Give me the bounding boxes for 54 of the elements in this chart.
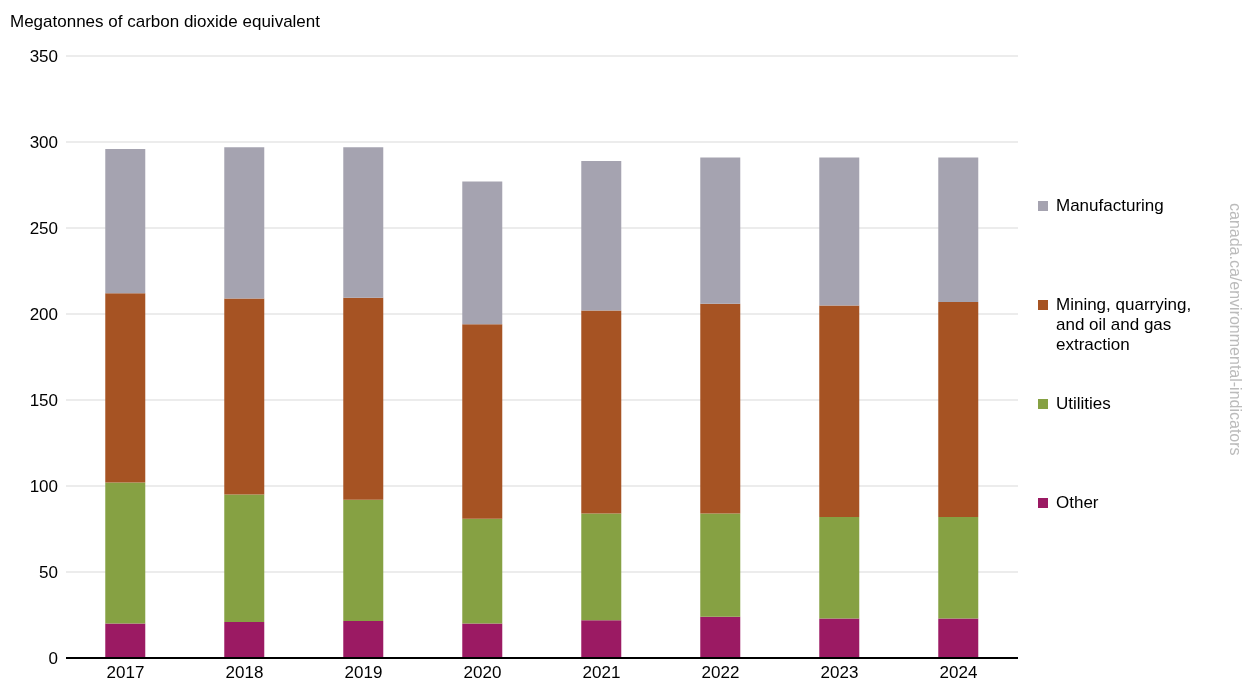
bar — [938, 157, 979, 302]
legend-label: Mining, quarrying, and oil and gas extraction — [1056, 295, 1193, 355]
y-tick-label: 0 — [48, 649, 58, 669]
bar — [105, 623, 146, 658]
bar — [938, 516, 979, 619]
bar — [819, 157, 860, 306]
bar — [224, 147, 265, 299]
bar — [819, 516, 860, 619]
bar — [105, 293, 146, 483]
bar — [224, 494, 265, 622]
bar — [581, 160, 622, 311]
bar — [581, 620, 622, 658]
bar — [343, 621, 384, 658]
bar — [581, 513, 622, 621]
bar — [462, 623, 503, 658]
bar — [224, 621, 265, 658]
bar — [700, 157, 741, 304]
bar — [105, 148, 146, 294]
bar — [343, 297, 384, 500]
bar — [700, 616, 741, 658]
x-tick-label: 2017 — [106, 663, 145, 683]
bar — [224, 298, 265, 495]
x-tick-label: 2021 — [582, 663, 621, 683]
bar — [700, 513, 741, 617]
x-tick-label: 2018 — [225, 663, 264, 683]
bar — [581, 310, 622, 514]
y-tick-label: 100 — [29, 477, 58, 497]
y-tick-label: 200 — [29, 305, 58, 325]
bar — [105, 482, 146, 624]
bar — [819, 305, 860, 517]
y-tick-label: 300 — [29, 133, 58, 153]
bar — [343, 147, 384, 298]
bar — [700, 303, 741, 514]
legend-label: Manufacturing — [1056, 196, 1164, 216]
bar — [462, 518, 503, 624]
y-axis-title: Megatonnes of carbon dioxide equivalent — [10, 12, 320, 32]
x-tick-label: 2022 — [701, 663, 740, 683]
bar — [938, 618, 979, 658]
y-tick-label: 150 — [29, 391, 58, 411]
bar — [819, 618, 860, 658]
x-tick-label: 2019 — [344, 663, 383, 683]
x-tick-label: 2023 — [820, 663, 859, 683]
bar — [343, 499, 384, 622]
y-tick-label: 250 — [29, 219, 58, 239]
y-tick-label: 350 — [29, 47, 58, 67]
bar — [938, 301, 979, 517]
x-tick-label: 2024 — [939, 663, 978, 683]
text: canada.ca/environmental-indicators — [1226, 203, 1244, 456]
bar — [462, 181, 503, 325]
bar — [462, 324, 503, 519]
y-tick-label: 50 — [39, 563, 58, 583]
legend-label: Other — [1056, 493, 1099, 513]
legend-label: Utilities — [1056, 394, 1111, 414]
x-tick-label: 2020 — [463, 663, 502, 683]
